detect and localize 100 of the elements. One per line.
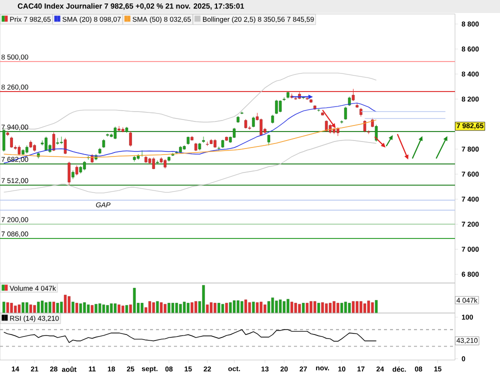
bar [260,302,262,314]
bar [240,301,244,314]
bar [179,304,182,314]
bar [106,305,109,314]
bar [256,302,259,314]
bar [363,303,366,314]
bar [160,302,163,314]
candlestick [129,130,132,147]
candlestick [202,136,205,144]
bar [40,300,44,314]
candlestick [52,132,56,152]
bar [244,300,248,314]
bar [26,302,28,314]
bar [83,302,86,314]
bar [248,302,251,314]
bar [98,303,102,314]
bar [152,302,155,314]
bar [325,303,328,314]
candlestick [232,128,236,138]
bar [352,301,355,314]
candlestick [344,106,347,120]
candlestick [374,124,378,142]
bar [186,302,190,314]
bar [236,300,240,314]
candlestick [164,158,166,169]
bar [371,302,374,314]
bar [68,296,70,314]
bar [232,300,236,314]
bar [360,301,362,314]
bar [10,302,13,314]
bar [48,302,52,314]
bar [271,298,274,314]
bar [332,301,336,314]
bar [221,304,224,314]
bar [344,302,347,314]
bar [18,304,21,314]
bar [86,304,90,314]
bar [118,304,120,314]
bar [140,302,144,314]
bar [367,300,370,314]
candlestick [75,165,78,176]
bar [64,294,67,314]
candlestick [267,134,270,146]
bar [225,302,228,314]
bar [190,302,194,314]
bar [133,288,136,314]
bar [206,304,209,314]
bar [14,306,17,314]
bar [202,285,205,314]
bar [33,305,36,314]
bar [306,302,309,314]
bar [129,304,132,314]
bar [122,306,124,314]
bar [356,301,358,314]
bar [310,301,312,314]
bar [348,302,351,314]
candlestick [83,160,86,171]
bar [282,301,286,314]
bar [290,302,294,314]
bar [2,302,6,314]
bar [29,304,32,314]
bar [278,300,282,314]
bar [6,302,10,314]
bar [75,302,78,314]
candlestick [10,136,13,148]
bar [60,302,63,314]
candlestick [44,136,48,152]
bar [317,302,320,314]
bar [175,302,178,314]
bar [171,302,174,314]
candlestick [2,128,6,152]
bar [286,299,290,314]
candlestick [68,161,70,186]
bar [90,305,94,314]
bar [374,300,378,314]
bar [168,302,170,314]
candlestick [64,138,67,154]
bar [37,302,40,314]
bar [114,303,117,314]
bar [210,302,213,314]
bar [94,304,98,314]
bar [321,302,324,314]
bar [314,301,316,314]
candlestick [348,96,351,106]
bar [194,301,198,314]
bar [336,302,340,314]
candlestick [60,136,63,144]
bar [252,302,255,314]
bar [182,302,186,314]
candlestick [114,126,117,140]
bar [214,302,216,314]
candlestick [156,160,159,164]
candlestick [260,118,262,136]
candlestick [275,99,278,114]
bar [156,301,159,314]
bar [328,302,332,314]
bar [110,303,113,314]
bar [275,300,278,314]
bar [102,304,105,314]
bar [229,302,232,314]
